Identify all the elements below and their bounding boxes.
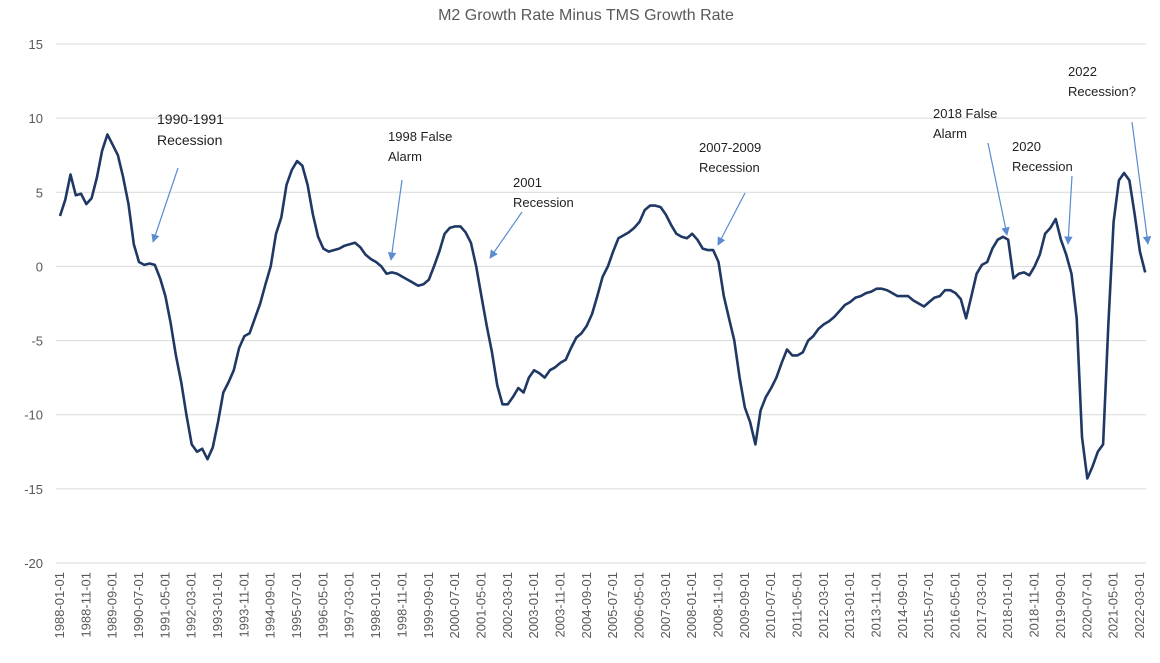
- annotation-text: 2001: [513, 175, 542, 190]
- y-tick-label: 0: [36, 259, 43, 274]
- x-tick-label: 2008-01-01: [684, 572, 699, 639]
- annotation-text: 2022: [1068, 64, 1097, 79]
- x-tick-label: 2014-09-01: [895, 572, 910, 639]
- annotation-text: Alarm: [933, 126, 967, 141]
- x-tick-label: 2020-07-01: [1079, 572, 1094, 639]
- x-tick-label: 2007-03-01: [658, 572, 673, 639]
- annotation-text: Recession: [699, 160, 760, 175]
- annotation-text: Recession: [513, 195, 574, 210]
- x-tick-label: 1993-11-01: [236, 572, 251, 638]
- x-tick-label: 2009-09-01: [737, 572, 752, 639]
- x-tick-label: 2013-01-01: [842, 572, 857, 639]
- x-tick-label: 2016-05-01: [948, 572, 963, 639]
- x-tick-label: 1992-03-01: [184, 572, 199, 639]
- annotation-arrow: [1131, 121, 1152, 245]
- x-tick-label: 2008-11-01: [711, 572, 726, 638]
- annotation-text: 1990-1991: [157, 111, 224, 127]
- x-tick-label: 2003-11-01: [552, 572, 567, 638]
- annotation-text: 2018 False: [933, 106, 997, 121]
- x-tick-label: 1994-09-01: [263, 572, 278, 639]
- x-tick-label: 1995-07-01: [289, 572, 304, 639]
- y-tick-label: 15: [29, 37, 43, 52]
- annotation-arrow: [1064, 175, 1073, 245]
- x-tick-label: 2005-07-01: [605, 572, 620, 639]
- x-tick-label: 2019-09-01: [1053, 572, 1068, 639]
- y-tick-label: -15: [24, 482, 43, 497]
- x-tick-label: 2000-07-01: [447, 572, 462, 639]
- x-tick-label: 2006-05-01: [631, 572, 646, 639]
- annotation-text: Recession?: [1068, 84, 1136, 99]
- x-tick-label: 1991-05-01: [157, 572, 172, 639]
- annotation-text: 1998 False: [388, 129, 452, 144]
- x-tick-label: 1988-11-01: [78, 572, 93, 638]
- data-line: [58, 133, 1147, 480]
- x-tick-label: 1996-05-01: [315, 572, 330, 639]
- annotation-text: 2007-2009: [699, 140, 761, 155]
- x-tick-label: 2012-03-01: [816, 572, 831, 639]
- x-tick-label: 2001-05-01: [473, 572, 488, 639]
- x-tick-label: 2002-03-01: [500, 572, 515, 639]
- x-tick-label: 1988-01-01: [52, 572, 67, 639]
- x-tick-label: 2022-03-01: [1132, 572, 1147, 639]
- annotation-arrow: [717, 192, 746, 246]
- annotation-text: 2020: [1012, 139, 1041, 154]
- x-tick-label: 2003-01-01: [526, 572, 541, 639]
- annotation-text: Recession: [1012, 159, 1073, 174]
- x-tick-label: 1997-03-01: [342, 572, 357, 639]
- y-tick-label: 5: [36, 185, 43, 200]
- x-tick-label: 2021-05-01: [1106, 572, 1121, 639]
- x-tick-label: 2017-03-01: [974, 572, 989, 639]
- y-tick-label: -5: [31, 334, 43, 349]
- annotation-arrow: [489, 211, 523, 259]
- x-tick-label: 2004-09-01: [579, 572, 594, 639]
- y-tick-label: -10: [24, 408, 43, 423]
- annotation-text: Alarm: [388, 149, 422, 164]
- x-tick-label: 1989-09-01: [105, 572, 120, 639]
- x-tick-label: 1993-01-01: [210, 572, 225, 639]
- x-tick-label: 2015-07-01: [921, 572, 936, 639]
- x-tick-label: 1998-11-01: [394, 572, 409, 638]
- y-tick-label: 10: [29, 111, 43, 126]
- chart-title: M2 Growth Rate Minus TMS Growth Rate: [438, 7, 734, 24]
- x-tick-label: 2013-11-01: [869, 572, 884, 638]
- annotation-arrow: [987, 142, 1010, 236]
- x-tick-label: 2018-01-01: [1000, 572, 1015, 639]
- annotation-arrow: [387, 179, 403, 261]
- x-tick-label: 2010-07-01: [763, 572, 778, 639]
- annotation-arrow: [151, 167, 179, 243]
- x-tick-label: 1990-07-01: [131, 572, 146, 639]
- x-tick-label: 1998-01-01: [368, 572, 383, 639]
- x-tick-label: 1999-09-01: [421, 572, 436, 639]
- annotation-text: Recession: [157, 132, 222, 148]
- y-tick-label: -20: [24, 556, 43, 571]
- x-tick-label: 2018-11-01: [1027, 572, 1042, 638]
- x-tick-label: 2011-05-01: [790, 572, 805, 638]
